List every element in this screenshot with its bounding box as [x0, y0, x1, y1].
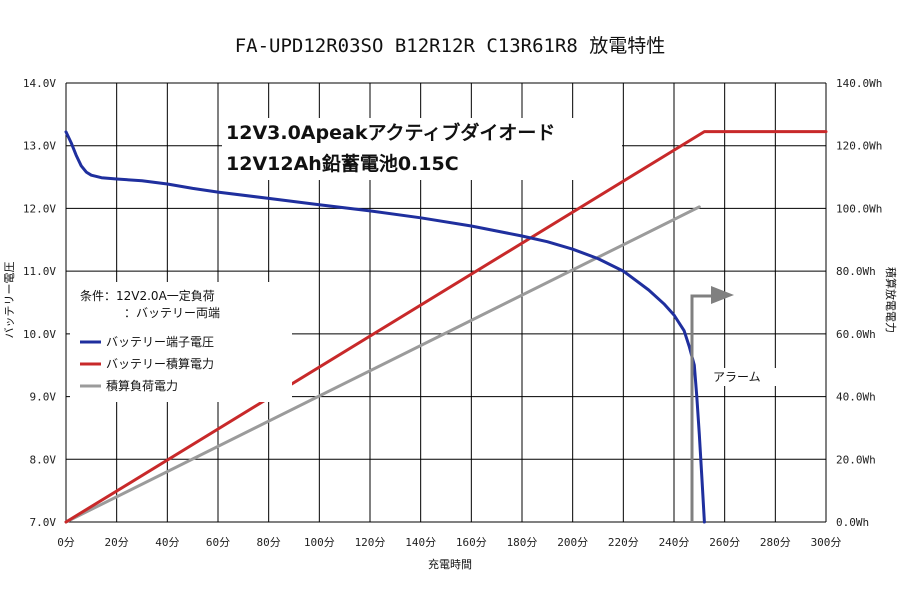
x-tick-label: 40分: [155, 536, 179, 549]
x-tick-label: 60分: [206, 536, 230, 549]
x-tick-label: 200分: [557, 536, 588, 549]
y-right-tick-label: 100.0Wh: [836, 202, 882, 215]
x-tick-label: 300分: [811, 536, 842, 549]
legend-label-load-energy: 積算負荷電力: [106, 378, 178, 393]
y-left-tick-label: 11.0V: [23, 265, 56, 278]
y-right-tick-label: 20.0Wh: [836, 453, 876, 466]
x-tick-label: 20分: [105, 536, 129, 549]
legend-background: [70, 282, 292, 402]
y-left-tick-label: 13.0V: [23, 140, 56, 153]
y-right-tick-label: 140.0Wh: [836, 77, 882, 90]
chart-annotation: 12V3.0Apeakアクティブダイオード 12V12Ah鉛蓄電池0.15C: [222, 118, 622, 180]
y-left-tick-label: 7.0V: [30, 516, 57, 529]
y-left-tick-label: 8.0V: [30, 453, 57, 466]
annotation-background: [222, 118, 622, 180]
y-left-tick-label: 12.0V: [23, 202, 56, 215]
x-tick-label: 160分: [456, 536, 487, 549]
legend-label-voltage: バッテリー端子電圧: [106, 335, 214, 349]
y-right-tick-label: 40.0Wh: [836, 391, 876, 404]
alarm-label-background: [708, 368, 778, 386]
alarm-annotation: アラーム: [690, 286, 778, 522]
y-left-tick-label: 10.0V: [23, 328, 56, 341]
x-tick-label: 0分: [57, 536, 75, 549]
x-tick-label: 240分: [659, 536, 690, 549]
y-left-tick-label: 14.0V: [23, 77, 56, 90]
x-tick-label: 140分: [405, 536, 436, 549]
annotation-line-1: 12V3.0Apeakアクティブダイオード: [226, 121, 555, 144]
x-tick-label: 220分: [608, 536, 639, 549]
alarm-label: アラーム: [713, 370, 761, 384]
y-right-tick-label: 120.0Wh: [836, 140, 882, 153]
x-axis-title: 充電時間: [428, 557, 472, 571]
x-tick-label: 80分: [257, 536, 281, 549]
annotation-line-2: 12V12Ah鉛蓄電池0.15C: [226, 152, 459, 175]
alarm-marker-line: [690, 294, 712, 522]
y-right-tick-label: 80.0Wh: [836, 265, 876, 278]
chart-title: FA-UPD12R03SO B12R12R C13R61R8 放電特性: [235, 35, 666, 57]
legend: 条件：12V2.0A一定負荷 ：バッテリー両端 バッテリー端子電圧 バッテリー積…: [70, 282, 292, 402]
ticks: 0分 20分 40分 60分 80分 100分 120分 140分 160分 180分 200分 22…: [23, 77, 882, 549]
x-tick-label: 280分: [760, 536, 791, 549]
load-energy-line: [64, 205, 701, 524]
y-left-axis-title: バッテリー電圧: [3, 262, 16, 339]
voltage-line: [64, 130, 706, 524]
legend-label-battery-energy: バッテリー積算電力: [106, 356, 214, 371]
x-tick-label: 180分: [507, 536, 538, 549]
y-left-tick-label: 9.0V: [30, 391, 57, 404]
x-tick-label: 100分: [304, 536, 335, 549]
conditions-line-1: 条件：12V2.0A一定負荷: [80, 288, 215, 303]
alarm-arrow-head: [711, 286, 734, 304]
y-right-tick-label: 0.0Wh: [836, 516, 869, 529]
y-right-tick-label: 60.0Wh: [836, 328, 876, 341]
conditions-line-2: ：バッテリー両端: [124, 306, 220, 320]
x-tick-label: 260分: [709, 536, 740, 549]
y-right-axis-title: 積算放電電力: [884, 267, 898, 333]
x-tick-label: 120分: [355, 536, 386, 549]
